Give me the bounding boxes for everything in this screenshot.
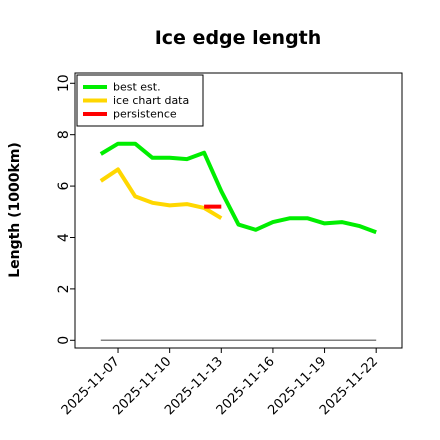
chart-title: Ice edge length [155,27,322,49]
y-tick-label: 6 [56,182,72,191]
plot-frame [74,72,403,349]
series-line-2 [99,167,223,220]
y-tick-label: 8 [56,130,72,139]
legend-entry-label: best est. [113,81,161,94]
y-tick-label: 10 [56,74,72,92]
y-axis-label: Length (1000km) [7,142,23,278]
series-line-1 [99,141,377,235]
legend-entry-label: persistence [113,108,177,121]
series-lines [99,141,377,342]
y-tick-label: 4 [56,233,72,242]
legend-entry-label: ice chart data [113,94,189,107]
y-tick-label: 2 [56,284,72,293]
y-tick-label: 0 [56,336,72,345]
